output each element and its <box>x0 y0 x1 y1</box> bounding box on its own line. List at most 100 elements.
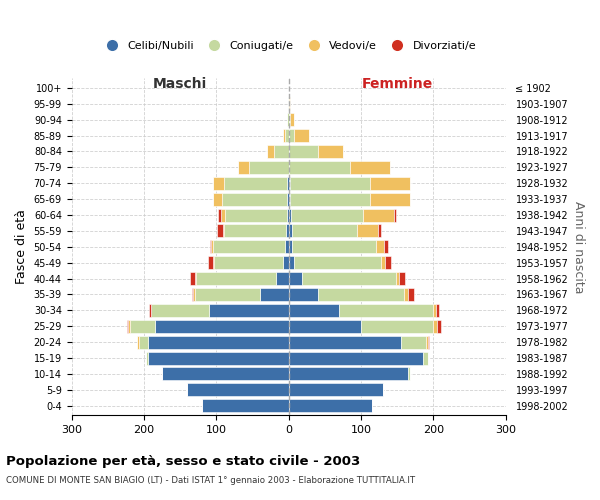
Bar <box>384 240 388 254</box>
Bar <box>225 208 287 222</box>
Text: Femmine: Femmine <box>362 77 433 91</box>
Bar <box>357 224 379 237</box>
Bar <box>128 320 130 333</box>
Bar <box>287 192 289 205</box>
Bar <box>404 288 408 301</box>
Bar <box>290 192 370 205</box>
Bar <box>274 145 289 158</box>
Bar <box>289 352 422 364</box>
Bar <box>289 192 290 205</box>
Bar <box>426 336 428 348</box>
Bar <box>148 336 289 348</box>
Bar <box>187 384 289 396</box>
Bar <box>394 208 396 222</box>
Bar <box>340 304 433 317</box>
Bar <box>289 161 350 174</box>
Bar <box>289 320 361 333</box>
Text: Maschi: Maschi <box>153 77 207 91</box>
Text: Popolazione per età, sesso e stato civile - 2003: Popolazione per età, sesso e stato civil… <box>6 455 360 468</box>
Bar <box>137 336 139 348</box>
Bar <box>192 288 193 301</box>
Bar <box>401 336 426 348</box>
Bar <box>224 176 287 190</box>
Bar <box>221 208 225 222</box>
Bar <box>151 304 209 317</box>
Bar <box>289 176 290 190</box>
Bar <box>433 320 437 333</box>
Bar <box>436 304 439 317</box>
Bar <box>295 129 309 142</box>
Legend: Celibi/Nubili, Coniugati/e, Vedovi/e, Divorziati/e: Celibi/Nubili, Coniugati/e, Vedovi/e, Di… <box>97 36 481 56</box>
Bar <box>214 256 283 269</box>
Bar <box>287 176 289 190</box>
Bar <box>287 113 289 126</box>
Bar <box>260 288 289 301</box>
Bar <box>370 176 410 190</box>
Bar <box>238 161 249 174</box>
Bar <box>223 224 224 237</box>
Bar <box>408 368 410 380</box>
Bar <box>361 320 433 333</box>
Bar <box>218 208 221 222</box>
Bar <box>370 192 410 205</box>
Bar <box>288 98 289 110</box>
Bar <box>202 399 289 412</box>
Bar <box>283 256 289 269</box>
Bar <box>289 399 372 412</box>
Bar <box>283 129 285 142</box>
Bar <box>213 176 224 190</box>
Bar <box>428 336 429 348</box>
Bar <box>400 272 405 285</box>
Bar <box>376 240 384 254</box>
Bar <box>289 98 290 110</box>
Bar <box>289 384 383 396</box>
Bar <box>289 113 290 126</box>
Bar <box>275 272 289 285</box>
Text: COMUNE DI MONTE SAN BIAGIO (LT) - Dati ISTAT 1° gennaio 2003 - Elaborazione TUTT: COMUNE DI MONTE SAN BIAGIO (LT) - Dati I… <box>6 476 415 485</box>
Bar <box>433 304 436 317</box>
Bar <box>317 288 404 301</box>
Bar <box>213 240 285 254</box>
Bar <box>289 288 317 301</box>
Bar <box>194 288 260 301</box>
Bar <box>210 240 211 254</box>
Bar <box>211 240 213 254</box>
Bar <box>193 288 194 301</box>
Bar <box>214 192 222 205</box>
Y-axis label: Fasce di età: Fasce di età <box>15 210 28 284</box>
Bar <box>190 272 196 285</box>
Bar <box>285 129 289 142</box>
Bar <box>286 224 289 237</box>
Bar <box>302 272 396 285</box>
Bar <box>196 272 275 285</box>
Bar <box>149 304 151 317</box>
Bar <box>289 336 401 348</box>
Bar <box>289 304 340 317</box>
Bar <box>162 368 289 380</box>
Bar <box>291 208 363 222</box>
Bar <box>396 272 400 285</box>
Bar <box>290 113 294 126</box>
Bar <box>317 145 343 158</box>
Bar <box>289 224 292 237</box>
Bar <box>289 272 302 285</box>
Bar <box>127 320 128 333</box>
Bar <box>295 256 381 269</box>
Bar <box>350 161 390 174</box>
Bar <box>422 352 428 364</box>
Bar <box>289 129 295 142</box>
Bar <box>222 192 287 205</box>
Bar <box>363 208 394 222</box>
Bar <box>139 336 148 348</box>
Bar <box>287 208 289 222</box>
Bar <box>437 320 440 333</box>
Bar <box>146 352 148 364</box>
Bar <box>285 240 289 254</box>
Bar <box>289 368 408 380</box>
Bar <box>224 224 286 237</box>
Bar <box>289 208 291 222</box>
Bar <box>267 145 274 158</box>
Bar <box>381 256 385 269</box>
Bar <box>217 224 223 237</box>
Bar <box>292 240 376 254</box>
